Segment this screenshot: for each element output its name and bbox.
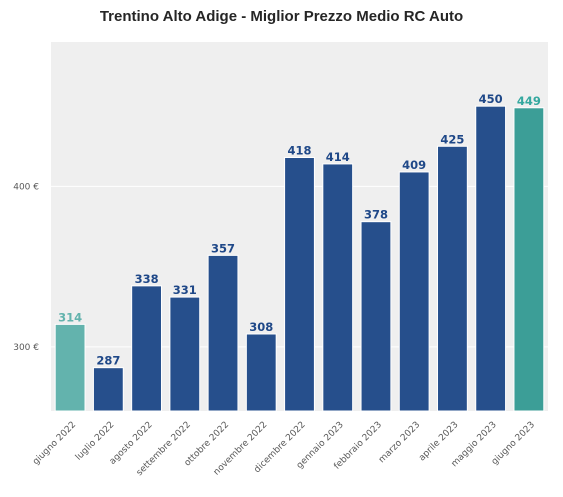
bar [169, 296, 201, 412]
bar [360, 221, 392, 412]
bar [322, 163, 354, 412]
value-label: 414 [326, 150, 350, 164]
bar [513, 107, 545, 412]
y-tick-label: 400 € [13, 182, 39, 192]
value-label: 357 [211, 241, 235, 255]
y-axis-ticks: 300 € 400 € [13, 182, 39, 352]
y-tick-label: 300 € [13, 343, 39, 353]
value-label: 331 [173, 283, 197, 297]
bar [245, 333, 277, 412]
value-label: 308 [249, 320, 273, 334]
value-label: 314 [58, 310, 82, 324]
value-labels: 314 287 338 331 357 308 418 414 378 409 425 450 449 [58, 92, 541, 368]
bar [92, 367, 124, 412]
value-label: 287 [96, 354, 120, 368]
value-label: 338 [135, 272, 159, 286]
bar [207, 254, 239, 412]
value-label: 378 [364, 208, 388, 222]
chart-title: Trentino Alto Adige - Miglior Prezzo Med… [99, 8, 464, 25]
value-label: 425 [440, 132, 464, 146]
bar [437, 145, 468, 412]
bar [54, 323, 86, 412]
bar [131, 285, 162, 412]
x-tick-label: marzo 2023 [377, 420, 422, 465]
value-label: 409 [402, 158, 426, 172]
x-tick-label: giugno 2022 [31, 420, 78, 467]
bar [475, 105, 507, 412]
bar [398, 171, 430, 412]
value-label: 449 [517, 94, 541, 108]
bar [284, 157, 315, 412]
bars [54, 105, 545, 412]
value-label: 450 [479, 92, 503, 106]
value-label: 418 [287, 144, 311, 158]
